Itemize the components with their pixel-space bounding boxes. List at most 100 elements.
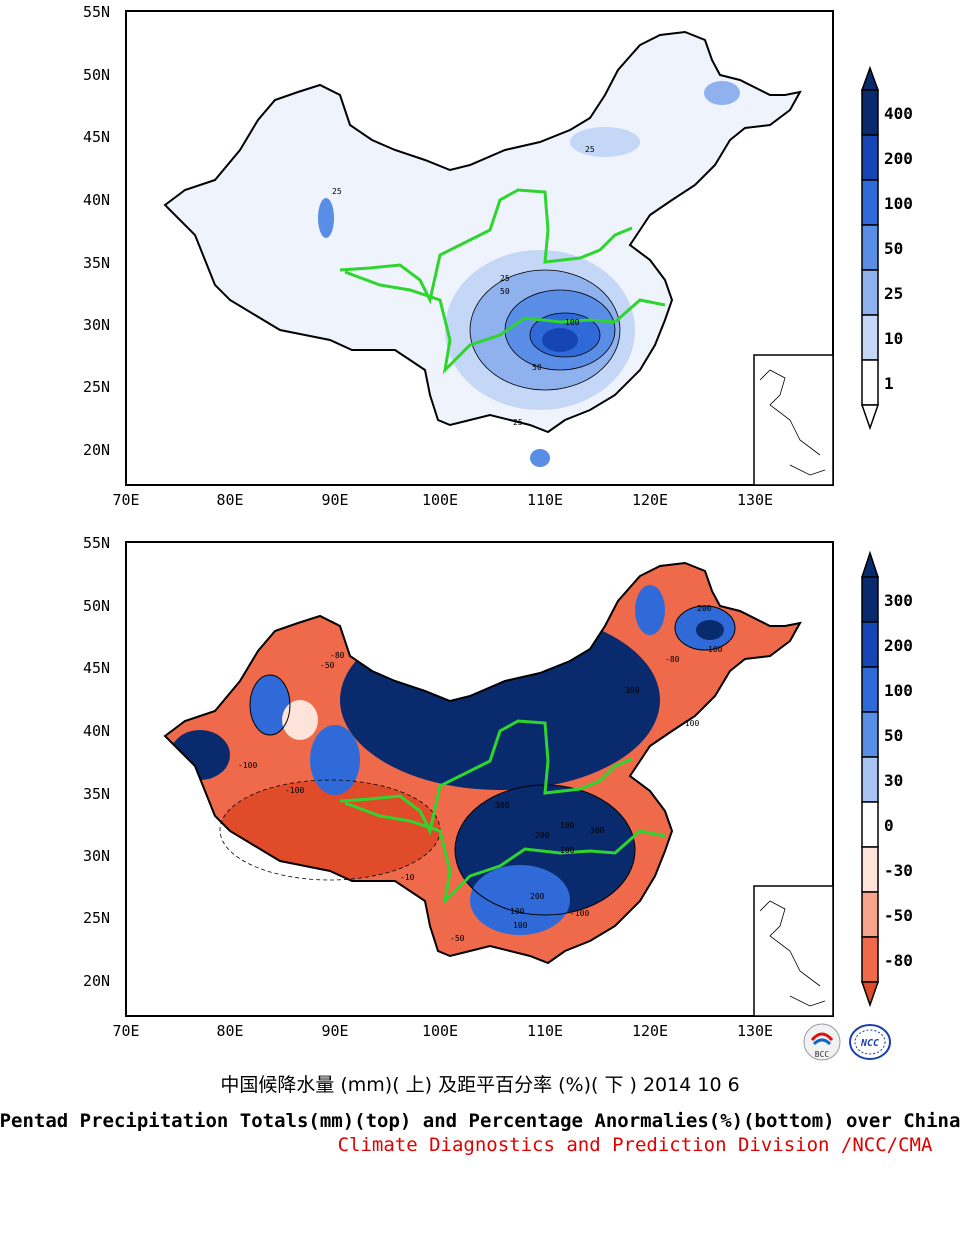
contour-label: -100	[238, 761, 257, 770]
precipitation-anomaly-map: 300 200 100 100 300 200 100 -100 -50 -80…	[83, 534, 913, 1040]
legend-swatch	[861, 359, 879, 406]
contour-line	[529, 312, 601, 358]
anomaly-region-wet-ne-core	[696, 620, 724, 640]
contour-label: 300	[625, 686, 640, 695]
lon-label: 110E	[527, 1022, 563, 1040]
yangtze-river	[344, 801, 666, 906]
lon-label: 70E	[112, 491, 139, 509]
anomaly-region-wet-nmg	[635, 585, 665, 635]
lat-label: 50N	[83, 597, 110, 615]
legend-label: 30	[884, 771, 903, 790]
lon-label: 110E	[527, 491, 563, 509]
lon-axis: 70E 80E 90E 100E 110E 120E 130E	[112, 491, 773, 509]
lat-label: 45N	[83, 659, 110, 677]
ncc-logo-text: NCC	[860, 1038, 879, 1049]
lat-label: 50N	[83, 66, 110, 84]
contour-label: 100	[708, 645, 723, 654]
contour-label: 25	[332, 187, 342, 196]
lon-label: 80E	[216, 491, 243, 509]
contour-label: 25	[500, 274, 510, 283]
lon-axis: 70E 80E 90E 100E 110E 120E 130E	[112, 1022, 773, 1040]
legend-label: 25	[884, 284, 903, 303]
anomaly-region-wet-central-edge	[470, 865, 570, 935]
rain-region-200	[542, 328, 578, 352]
top-legend: 400 200 100 50 25 10 1	[860, 65, 913, 431]
contour-label: -100	[680, 719, 699, 728]
lat-label: 55N	[83, 3, 110, 21]
contour-line	[249, 674, 291, 736]
lat-axis: 55N 50N 45N 40N 35N 30N 25N 20N	[83, 534, 110, 990]
anomaly-region-wet-qh	[310, 725, 360, 795]
lat-label: 40N	[83, 191, 110, 209]
lon-label: 130E	[737, 1022, 773, 1040]
lat-label: 20N	[83, 972, 110, 990]
legend-swatch	[861, 314, 879, 361]
rain-region-ne	[704, 81, 740, 105]
anomaly-region-wet-xj	[250, 675, 290, 735]
lon-label: 80E	[216, 1022, 243, 1040]
yellow-river	[339, 188, 633, 305]
legend-swatch	[861, 269, 879, 316]
legend-arrow-top	[860, 65, 880, 91]
contour-label: 300	[590, 826, 605, 835]
contour-label: 25	[513, 418, 523, 427]
contour-label: 300	[495, 801, 510, 810]
lon-label: 120E	[632, 491, 668, 509]
lon-label: 130E	[737, 491, 773, 509]
rain-region-west	[318, 198, 334, 238]
legend-label: 0	[884, 816, 894, 835]
bcc-logo-text: BCC	[815, 1050, 830, 1059]
lat-label: 30N	[83, 316, 110, 334]
legend-label: 200	[884, 149, 913, 168]
rain-region-north	[570, 127, 640, 157]
bcc-logo: BCC	[803, 1023, 841, 1061]
lon-label: 120E	[632, 1022, 668, 1040]
lat-label: 35N	[83, 254, 110, 272]
lat-label: 35N	[83, 785, 110, 803]
china-outline	[163, 561, 802, 965]
inset-coastline	[759, 369, 826, 476]
legend-swatch	[861, 89, 879, 136]
legend-arrow-top	[860, 550, 880, 578]
yangtze-river	[344, 270, 666, 375]
rain-region-hainan	[530, 449, 550, 467]
legend-swatch	[861, 224, 879, 271]
precipitation-totals-map: 25 25 25 50 100 50 25 55N 50N 45N 40N 35…	[83, 3, 913, 509]
lon-label: 90E	[321, 1022, 348, 1040]
legend-swatch	[861, 936, 879, 983]
legend-swatch	[861, 846, 879, 893]
contour-line	[469, 269, 621, 391]
contour-label: 100	[560, 821, 575, 830]
legend-swatch	[861, 756, 879, 803]
lat-label: 40N	[83, 722, 110, 740]
lat-label: 45N	[83, 128, 110, 146]
lat-label: 25N	[83, 378, 110, 396]
contour-label: -100	[570, 909, 589, 918]
south-china-sea-inset	[753, 885, 834, 1017]
ncc-logo: NCC	[849, 1024, 891, 1060]
lon-label: 100E	[422, 491, 458, 509]
legend-swatch	[861, 711, 879, 758]
lat-label: 20N	[83, 441, 110, 459]
legend-label: 1	[884, 374, 894, 393]
legend-label: 50	[884, 239, 903, 258]
china-outline	[163, 30, 802, 434]
bottom-legend: 300 200 100 50 30 0 -30 -50 -80	[860, 550, 913, 1008]
contour-label: -50	[450, 934, 465, 943]
legend-swatch	[861, 801, 879, 848]
south-china-sea-inset	[753, 354, 834, 486]
legend-label: 400	[884, 104, 913, 123]
inset-coastline	[759, 900, 826, 1007]
legend-label: -80	[884, 951, 913, 970]
anomaly-region-dry	[220, 780, 440, 880]
legend-label: 100	[884, 194, 913, 213]
chinese-caption: 中国候降水量 (mm)( 上) 及距平百分率 (%)( 下 ) 2014 10 …	[220, 1074, 740, 1096]
legend-label: 100	[884, 681, 913, 700]
contour-label: 25	[585, 145, 595, 154]
lat-axis: 55N 50N 45N 40N 35N 30N 25N 20N	[83, 3, 110, 459]
contour-label: 50	[500, 287, 510, 296]
contour-label: -100	[285, 786, 304, 795]
yellow-river	[339, 719, 633, 836]
legend-label: -50	[884, 906, 913, 925]
legend-swatch	[861, 134, 879, 181]
